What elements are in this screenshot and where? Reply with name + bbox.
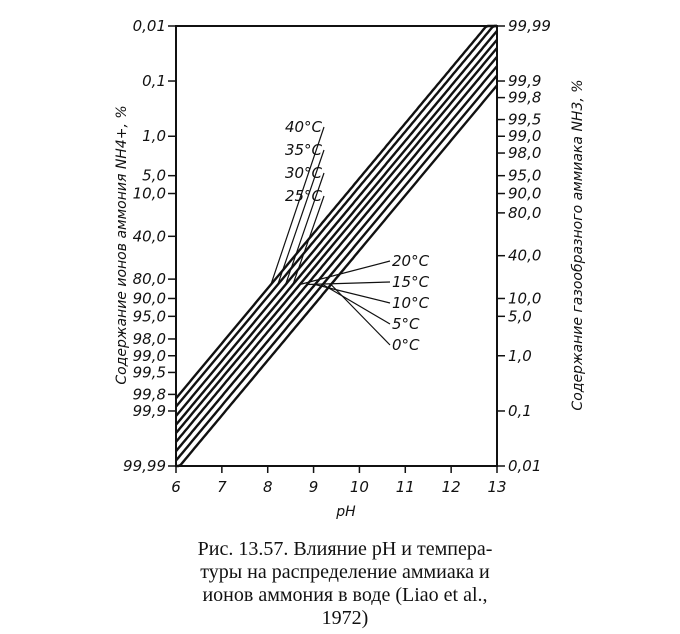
right-tick-label: 99,99 — [508, 17, 551, 35]
temperature-label: 25°C — [285, 187, 323, 205]
leader-line — [270, 126, 325, 285]
x-tick-label: 8 — [263, 478, 273, 496]
left-tick-label: 0,1 — [142, 72, 166, 90]
left-tick-label: 40,0 — [133, 227, 166, 245]
x-tick-label: 7 — [217, 478, 227, 496]
leader-line — [322, 283, 391, 325]
left-tick-label: 1,0 — [142, 127, 166, 145]
x-axis: 6 7 8 9 10 11 12 13 — [171, 466, 507, 496]
right-tick-label: 99,0 — [508, 127, 541, 145]
temperature-label: 40°C — [285, 118, 323, 136]
temperature-labels: 40°C 35°C 30°C 25°C 20°C 15°C 10°C 5°C 0°C — [285, 118, 430, 354]
x-tick-label: 11 — [396, 478, 415, 496]
left-tick-label: 99,0 — [133, 347, 166, 365]
right-tick-label: 99,8 — [508, 89, 541, 107]
temperature-label: 5°C — [392, 315, 420, 333]
leader-line — [292, 195, 325, 285]
x-tick-label: 13 — [487, 478, 506, 496]
right-tick-label: 5,0 — [508, 307, 532, 325]
temperature-label: 15°C — [392, 273, 430, 291]
right-tick-label: 95,0 — [508, 167, 541, 185]
left-tick-label: 90,0 — [133, 289, 166, 307]
left-tick-label: 99,8 — [133, 385, 166, 403]
right-tick-label: 98,0 — [508, 144, 541, 162]
right-tick-label: 90,0 — [508, 185, 541, 203]
series-line — [175, 47, 498, 434]
left-tick-label: 0,01 — [133, 17, 166, 35]
x-tick-label: 12 — [442, 478, 461, 496]
temperature-label: 35°C — [285, 141, 323, 159]
leader-line — [299, 260, 391, 286]
temperature-leaders — [270, 126, 391, 346]
caption-line: Рис. 13.57. Влияние pH и темпера- — [197, 538, 493, 560]
temperature-label: 10°C — [392, 294, 430, 312]
series-line — [175, 38, 498, 426]
series-line — [175, 24, 497, 400]
leader-line — [277, 149, 325, 285]
right-axis: 99,99 99,999,8 99,599,098,0 95,090,080,0 40,… — [497, 17, 551, 475]
x-tick-label: 6 — [171, 478, 181, 496]
caption-line: туры на распределение аммиака и — [200, 561, 490, 583]
series-line — [175, 30, 498, 417]
caption-line: 1972) — [321, 607, 369, 629]
left-tick-label: 80,0 — [133, 270, 166, 288]
right-tick-label: 10,0 — [508, 289, 541, 307]
series-curves — [175, 24, 498, 468]
leader-line — [285, 172, 325, 285]
left-tick-label: 95,0 — [133, 307, 166, 325]
right-tick-label: 40,0 — [508, 247, 541, 265]
series-line — [176, 84, 498, 468]
right-tick-label: 99,9 — [508, 72, 541, 90]
left-tick-label: 5,0 — [142, 167, 166, 185]
right-tick-label: 0,1 — [508, 402, 532, 420]
plot-frame — [175, 25, 498, 467]
right-tick-label: 0,01 — [508, 457, 541, 475]
left-axis: 0,010,11,05,010,040,080,090,095,098,099,… — [123, 17, 176, 475]
left-tick-label: 98,0 — [133, 330, 166, 348]
left-axis-title: Содержание ионов аммония NH4+, % — [114, 105, 130, 384]
leader-line — [314, 283, 391, 304]
x-axis-title: pH — [335, 504, 356, 520]
left-tick-label: 99,5 — [133, 363, 166, 381]
right-tick-label: 80,0 — [508, 204, 541, 222]
figure-caption: Рис. 13.57. Влияние pH и темпера- туры н… — [100, 538, 590, 630]
leader-line — [330, 284, 391, 346]
series-line — [175, 74, 498, 462]
left-tick-label: 99,99 — [123, 457, 166, 475]
chart: 0,010,11,05,010,040,080,090,095,098,099,… — [114, 17, 586, 520]
series-line — [175, 24, 497, 408]
x-tick-label: 10 — [350, 478, 369, 496]
left-tick-label: 99,9 — [133, 402, 166, 420]
temperature-label: 30°C — [285, 164, 323, 182]
left-tick-label: 10,0 — [133, 185, 166, 203]
x-tick-label: 9 — [309, 478, 319, 496]
series-line — [175, 56, 498, 443]
right-tick-label: 99,5 — [508, 111, 541, 129]
right-tick-label: 1,0 — [508, 347, 532, 365]
temperature-label: 0°C — [392, 336, 420, 354]
temperature-label: 20°C — [392, 252, 430, 270]
series-line — [175, 65, 498, 452]
right-axis-title: Содержание газообразного аммиака NH3, % — [570, 79, 586, 410]
leader-line — [307, 281, 391, 286]
caption-line: ионов аммония в воде (Liao et al., — [202, 584, 488, 606]
